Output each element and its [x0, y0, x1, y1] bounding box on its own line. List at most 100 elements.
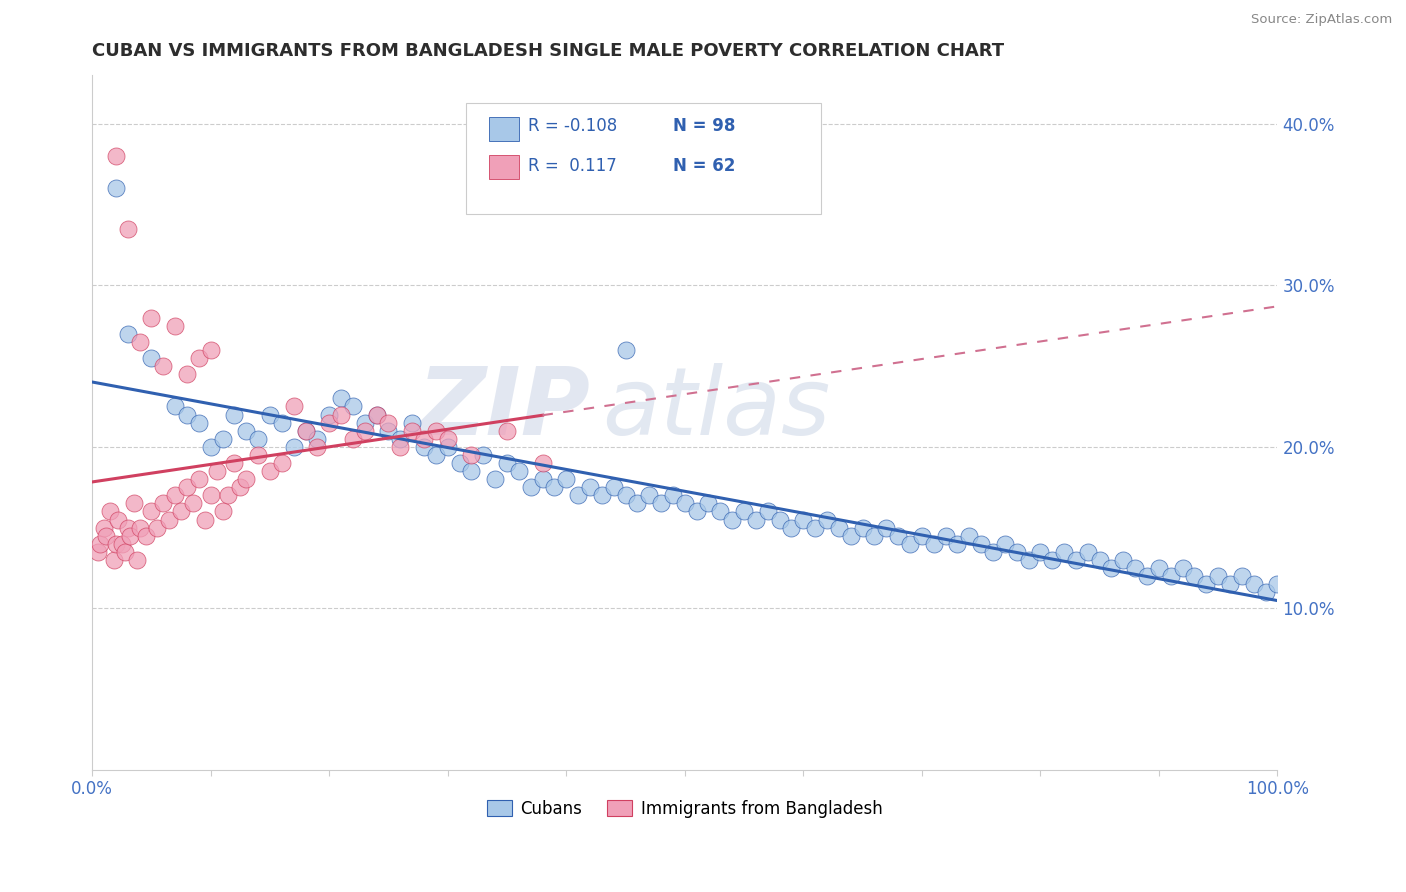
Point	[935, 529, 957, 543]
Text: Source: ZipAtlas.com: Source: ZipAtlas.com	[1251, 13, 1392, 27]
Point	[875, 521, 897, 535]
Point	[107, 512, 129, 526]
Point	[247, 432, 270, 446]
Point	[353, 416, 375, 430]
Point	[994, 537, 1017, 551]
Point	[89, 537, 111, 551]
Point	[662, 488, 685, 502]
Point	[330, 408, 353, 422]
Point	[117, 521, 139, 535]
Point	[114, 545, 136, 559]
Point	[141, 310, 163, 325]
Point	[104, 181, 127, 195]
Point	[898, 537, 921, 551]
Point	[1230, 569, 1253, 583]
Point	[1136, 569, 1159, 583]
Point	[128, 521, 150, 535]
Point	[1005, 545, 1028, 559]
Point	[218, 488, 240, 502]
Point	[413, 432, 436, 446]
Point	[508, 464, 530, 478]
Text: R =  0.117: R = 0.117	[529, 156, 617, 175]
Point	[294, 424, 316, 438]
Point	[366, 408, 388, 422]
Point	[170, 504, 193, 518]
Point	[152, 359, 174, 373]
Point	[98, 504, 121, 518]
Point	[1243, 577, 1265, 591]
Point	[165, 318, 187, 333]
Legend: Cubans, Immigrants from Bangladesh: Cubans, Immigrants from Bangladesh	[481, 793, 889, 824]
Point	[981, 545, 1004, 559]
Point	[614, 343, 637, 357]
Point	[389, 440, 412, 454]
Point	[1064, 553, 1087, 567]
Point	[1029, 545, 1052, 559]
Point	[187, 472, 209, 486]
Point	[768, 512, 790, 526]
Point	[117, 326, 139, 341]
Point	[176, 480, 198, 494]
Point	[294, 424, 316, 438]
Point	[342, 432, 364, 446]
Point	[211, 432, 233, 446]
Point	[804, 521, 827, 535]
Point	[555, 472, 578, 486]
Point	[104, 149, 127, 163]
Point	[93, 521, 115, 535]
Point	[318, 416, 340, 430]
Point	[1123, 561, 1146, 575]
Point	[543, 480, 565, 494]
Point	[283, 400, 305, 414]
Point	[449, 456, 471, 470]
Point	[614, 488, 637, 502]
Point	[1040, 553, 1063, 567]
Point	[224, 408, 246, 422]
Point	[839, 529, 862, 543]
Point	[176, 367, 198, 381]
Point	[318, 408, 340, 422]
Point	[181, 496, 204, 510]
Point	[1219, 577, 1241, 591]
Point	[792, 512, 814, 526]
Point	[146, 521, 169, 535]
Point	[200, 343, 222, 357]
Point	[307, 432, 329, 446]
Point	[721, 512, 744, 526]
Point	[957, 529, 980, 543]
Point	[128, 334, 150, 349]
Point	[685, 504, 707, 518]
Point	[187, 351, 209, 365]
Text: ZIP: ZIP	[418, 363, 591, 455]
Point	[756, 504, 779, 518]
Point	[122, 496, 145, 510]
Point	[87, 545, 110, 559]
Text: N = 62: N = 62	[673, 156, 735, 175]
Point	[200, 488, 222, 502]
Point	[413, 440, 436, 454]
Point	[1053, 545, 1076, 559]
Point	[259, 408, 281, 422]
Point	[591, 488, 613, 502]
Point	[1077, 545, 1099, 559]
Point	[436, 432, 458, 446]
Point	[970, 537, 993, 551]
Point	[134, 529, 156, 543]
Point	[120, 529, 142, 543]
Point	[141, 504, 163, 518]
Point	[484, 472, 506, 486]
Point	[519, 480, 541, 494]
Point	[247, 448, 270, 462]
Point	[1206, 569, 1229, 583]
Point	[211, 504, 233, 518]
Point	[828, 521, 851, 535]
Point	[117, 221, 139, 235]
Text: N = 98: N = 98	[673, 117, 735, 135]
Point	[229, 480, 252, 494]
Point	[638, 488, 661, 502]
Point	[1195, 577, 1218, 591]
Point	[342, 400, 364, 414]
Point	[579, 480, 602, 494]
Point	[1254, 585, 1277, 599]
Point	[1171, 561, 1194, 575]
